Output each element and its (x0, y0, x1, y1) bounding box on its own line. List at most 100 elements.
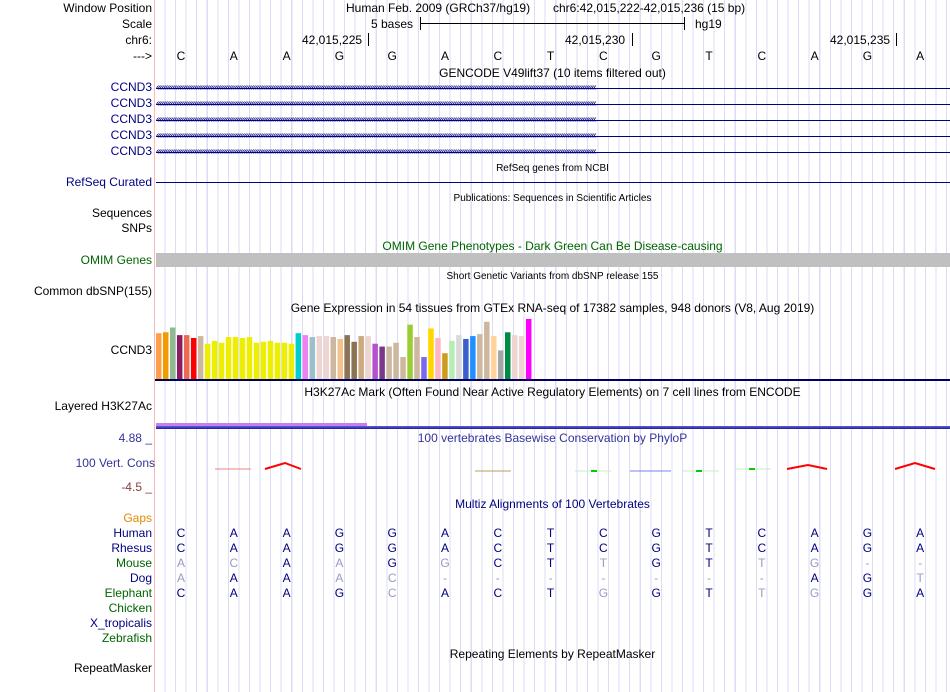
phylop-track-title[interactable]: 100 vertebrates Basewise Conservation by… (417, 431, 688, 445)
gene-strand-arrows[interactable]: ‹‹‹‹‹‹‹‹‹‹‹‹‹‹‹‹‹‹‹‹‹‹‹‹‹‹‹‹‹‹‹‹‹‹‹‹‹‹‹‹… (156, 147, 597, 157)
refseq-gene-line[interactable] (156, 182, 950, 183)
gtex-tissue-bar[interactable] (169, 327, 176, 379)
repeatmasker-track-title[interactable]: Repeating Elements by RepeatMasker (449, 647, 656, 661)
species-label[interactable]: Human (113, 526, 152, 540)
gtex-tissue-bar[interactable] (176, 335, 183, 379)
gencode-gene-label[interactable]: CCND3 (110, 80, 152, 94)
gtex-tissue-bar[interactable] (211, 340, 218, 379)
omim-gene-bar[interactable] (156, 253, 950, 267)
gtex-tissue-bar[interactable] (470, 336, 476, 379)
species-label[interactable]: Elephant (104, 586, 152, 600)
species-label[interactable]: Dog (129, 571, 152, 585)
phylop-label[interactable]: 100 Vert. Cons (75, 456, 155, 470)
gencode-gene-label[interactable]: CCND3 (110, 128, 152, 142)
gtex-tissue-bar[interactable] (442, 353, 448, 379)
gtex-tissue-bar[interactable] (477, 334, 483, 379)
species-label[interactable]: Chicken (108, 601, 152, 615)
gtex-tissue-bar[interactable] (435, 337, 441, 379)
gtex-tissue-bar[interactable] (344, 335, 350, 379)
multiz-track-title[interactable]: Multiz Alignments of 100 Vertebrates (455, 497, 650, 511)
gtex-tissue-bar[interactable] (337, 338, 343, 379)
gtex-tissue-bar[interactable] (190, 337, 197, 379)
base-letter: C (757, 49, 767, 63)
gtex-tissue-bar[interactable] (225, 337, 232, 379)
gtex-tissue-bar[interactable] (421, 357, 427, 379)
gtex-tissue-bar[interactable] (428, 328, 434, 379)
gtex-tissue-bar[interactable] (351, 341, 357, 379)
gtex-tissue-bar[interactable] (518, 336, 525, 379)
gtex-tissue-bar[interactable] (491, 336, 497, 379)
gtex-tissue-bar[interactable] (484, 321, 490, 379)
gtex-tissue-bar[interactable] (505, 332, 511, 379)
omim-track-title[interactable]: OMIM Gene Phenotypes - Dark Green Can Be… (382, 239, 723, 253)
gtex-tissue-bar[interactable] (246, 337, 253, 379)
gene-strand-arrows[interactable]: ‹‹‹‹‹‹‹‹‹‹‹‹‹‹‹‹‹‹‹‹‹‹‹‹‹‹‹‹‹‹‹‹‹‹‹‹‹‹‹‹… (156, 131, 597, 141)
species-label[interactable]: Rhesus (111, 541, 152, 555)
aligned-base: C (599, 526, 608, 540)
gtex-tissue-bar[interactable] (498, 350, 504, 379)
gtex-tissue-bar[interactable] (288, 343, 295, 379)
gtex-tissue-bar[interactable] (309, 337, 316, 379)
gtex-tissue-bar[interactable] (407, 324, 413, 379)
gene-strand-arrows[interactable]: ‹‹‹‹‹‹‹‹‹‹‹‹‹‹‹‹‹‹‹‹‹‹‹‹‹‹‹‹‹‹‹‹‹‹‹‹‹‹‹‹… (156, 99, 597, 109)
gene-strand-arrows[interactable]: ‹‹‹‹‹‹‹‹‹‹‹‹‹‹‹‹‹‹‹‹‹‹‹‹‹‹‹‹‹‹‹‹‹‹‹‹‹‹‹‹… (156, 83, 597, 93)
dbsnp-track-title[interactable]: Short Genetic Variants from dbSNP releas… (446, 271, 659, 282)
phylop-graph[interactable] (155, 455, 950, 475)
gtex-label[interactable]: CCND3 (110, 343, 152, 357)
gtex-tissue-bar[interactable] (253, 342, 260, 379)
gencode-gene-label[interactable]: CCND3 (110, 96, 152, 110)
gencode-track-title[interactable]: GENCODE V49lift37 (10 items filtered out… (439, 66, 666, 80)
gene-strand-arrows[interactable]: ‹‹‹‹‹‹‹‹‹‹‹‹‹‹‹‹‹‹‹‹‹‹‹‹‹‹‹‹‹‹‹‹‹‹‹‹‹‹‹‹… (156, 115, 597, 125)
gtex-tissue-bar[interactable] (302, 335, 309, 379)
gtex-track-title[interactable]: Gene Expression in 54 tissues from GTEx … (290, 301, 815, 315)
gtex-tissue-bar[interactable] (274, 342, 281, 379)
gtex-tissue-bar[interactable] (386, 346, 392, 379)
gencode-gene-label[interactable]: CCND3 (110, 144, 152, 158)
species-label[interactable]: Zebrafish (101, 631, 152, 645)
gencode-gene-label[interactable]: CCND3 (110, 112, 152, 126)
gtex-tissue-bar[interactable] (323, 336, 330, 379)
gtex-tissue-bar[interactable] (281, 342, 288, 379)
publications-track-title[interactable]: Publications: Sequences in Scientific Ar… (453, 193, 652, 204)
gtex-tissue-bar[interactable] (449, 340, 455, 379)
gtex-tissue-bar[interactable] (358, 336, 364, 379)
gtex-tissue-bar[interactable] (295, 333, 302, 379)
gtex-tissue-bar[interactable] (218, 342, 225, 379)
gtex-tissue-bar[interactable] (232, 337, 239, 379)
omim-label[interactable]: OMIM Genes (80, 253, 152, 267)
gtex-tissue-bar[interactable] (156, 333, 162, 379)
repeatmasker-label[interactable]: RepeatMasker (73, 661, 152, 675)
gtex-tissue-bar[interactable] (197, 336, 204, 379)
gtex-tissue-bar[interactable] (316, 336, 323, 379)
gtex-tissue-bar[interactable] (267, 340, 274, 379)
ruler-tick-label: 42,015,230 (565, 33, 626, 47)
dbsnp-label[interactable]: Common dbSNP(155) (33, 284, 152, 298)
gtex-tissue-bar[interactable] (239, 337, 246, 379)
gtex-tissue-bar[interactable] (204, 343, 211, 379)
sequences-label[interactable]: Sequences (91, 206, 152, 220)
species-label[interactable]: X_tropicalis (89, 616, 152, 630)
gtex-tissue-bar[interactable] (372, 343, 378, 379)
gtex-tissue-bar[interactable] (162, 332, 169, 379)
gtex-tissue-bar[interactable] (525, 318, 532, 379)
snps-label[interactable]: SNPs (121, 221, 152, 235)
species-label[interactable]: Mouse (115, 556, 152, 570)
gtex-tissue-bar[interactable] (260, 341, 267, 379)
gtex-bar-chart[interactable] (155, 310, 950, 384)
gtex-tissue-bar[interactable] (365, 336, 371, 379)
gtex-tissue-bar[interactable] (414, 337, 420, 379)
position-text[interactable]: chr6:42,015,222-42,015,236 (15 bp) (553, 1, 746, 15)
gtex-tissue-bar[interactable] (456, 335, 462, 379)
h3k27ac-track-title[interactable]: H3K27Ac Mark (Often Found Near Active Re… (304, 385, 801, 399)
h3k27ac-label[interactable]: Layered H3K27Ac (54, 399, 152, 413)
gtex-tissue-bar[interactable] (330, 337, 337, 379)
gtex-tissue-bar[interactable] (393, 342, 399, 379)
gtex-tissue-bar[interactable] (183, 335, 190, 379)
gtex-tissue-bar[interactable] (400, 357, 406, 379)
refseq-track-title[interactable]: RefSeq genes from NCBI (496, 163, 609, 174)
gtex-tissue-bar[interactable] (379, 346, 385, 379)
refseq-label[interactable]: RefSeq Curated (65, 175, 152, 189)
gtex-tissue-bar[interactable] (463, 338, 469, 379)
gtex-tissue-bar[interactable] (511, 335, 518, 379)
